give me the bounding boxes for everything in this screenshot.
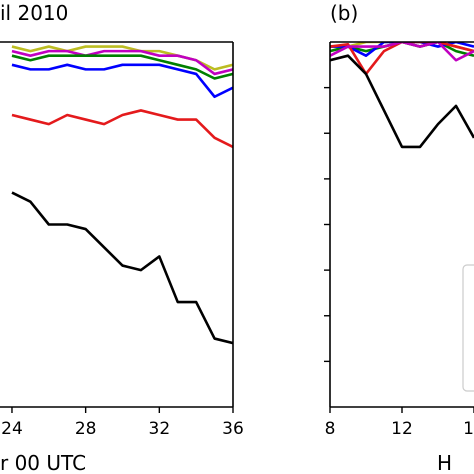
series-line [11, 54, 233, 80]
series-line [330, 42, 474, 57]
x-tick-label: 28 [75, 419, 97, 439]
panel-title: il 2010 [0, 1, 68, 25]
series-line [11, 63, 233, 99]
series-line [330, 54, 474, 149]
x-tick-label: 24 [1, 419, 23, 439]
plot-area [11, 45, 233, 345]
series-line [330, 42, 474, 57]
legend-box [462, 264, 474, 392]
x-tick-label: 32 [149, 419, 171, 439]
plot-area [330, 42, 474, 149]
series-line [11, 191, 233, 345]
series-line [330, 42, 474, 76]
x-tick-label: 16 [463, 419, 474, 439]
x-axis-label: r 00 UTC [0, 451, 86, 474]
series-line [11, 49, 233, 76]
x-tick-label: 8 [325, 419, 336, 439]
x-tick-label: 12 [391, 419, 413, 439]
panel-title: (b) [330, 1, 358, 25]
x-axis-label: H [437, 451, 452, 474]
x-tick-label: 36 [222, 419, 244, 439]
series-line [11, 109, 233, 149]
series-line [330, 42, 474, 62]
